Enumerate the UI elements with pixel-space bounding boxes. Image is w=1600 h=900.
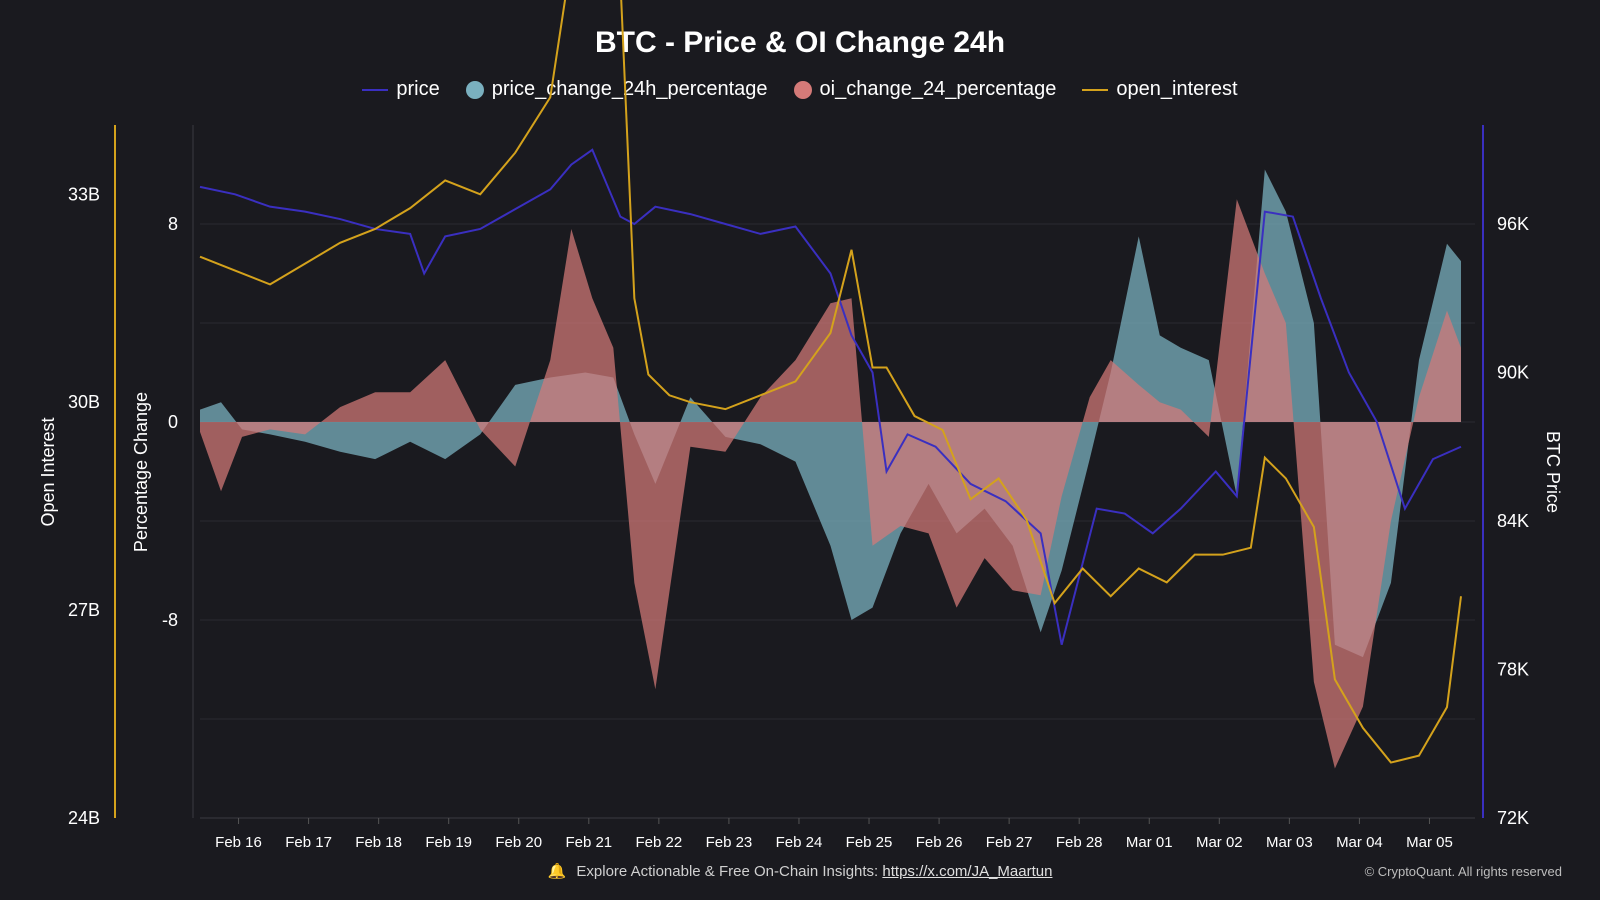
- chart-title: BTC - Price & OI Change 24h: [594, 26, 1006, 59]
- x-tick-label: Mar 04: [1336, 834, 1383, 851]
- axis-layer: 33B 30B 27B 24B 8 0 -8 96K 90K 84K 78K 72K Feb 16 Feb…: [38, 125, 1563, 851]
- percentage-tick-label: 0: [168, 412, 178, 432]
- x-tick-label: Mar 03: [1266, 834, 1313, 851]
- x-tick-label: Feb 27: [986, 834, 1033, 851]
- legend-label-open-interest: open_interest: [1116, 78, 1238, 100]
- x-tick-label: Mar 05: [1406, 834, 1453, 851]
- price-axis-title: BTC Price: [1543, 431, 1563, 513]
- x-tick-label: Feb 26: [916, 834, 963, 851]
- price-tick-label: 96K: [1497, 214, 1529, 234]
- open-interest-axis-title: Open Interest: [38, 417, 58, 526]
- oi-tick-label: 33B: [68, 184, 100, 204]
- x-tick-label: Feb 18: [355, 834, 402, 851]
- footer-text: Explore Actionable & Free On-Chain Insig…: [576, 863, 879, 880]
- footer: 🔔 Explore Actionable & Free On-Chain Ins…: [0, 862, 1600, 880]
- price-line: [199, 148, 1462, 645]
- oi-change-area: [200, 199, 1461, 769]
- oi-tick-label: 24B: [68, 808, 100, 828]
- x-tick-label: Feb 23: [706, 834, 753, 851]
- oi-change-dot-icon: [793, 80, 812, 99]
- legend-label-oi-change: oi_change_24_percentage: [819, 78, 1057, 100]
- oi-tick-label: 30B: [68, 392, 100, 412]
- price-change-dot-icon: [465, 80, 484, 99]
- legend-label-price: price: [396, 78, 440, 100]
- x-tick-label: Feb 24: [776, 834, 823, 851]
- price-line-swatch-icon: [362, 88, 389, 91]
- price-tick-label: 72K: [1497, 808, 1529, 828]
- x-tick-label: Mar 01: [1126, 834, 1173, 851]
- price-tick-label: 90K: [1497, 363, 1529, 383]
- price-change-area: [200, 169, 1461, 658]
- legend-item-oi-change[interactable]: oi_change_24_percentage: [793, 78, 1057, 101]
- x-tick-label: Feb 20: [495, 834, 542, 851]
- x-tick-label: Feb 22: [636, 834, 683, 851]
- copyright: © CryptoQuant. All rights reserved: [1364, 864, 1562, 879]
- x-tick-label: Feb 21: [565, 834, 612, 851]
- open-interest-line-swatch-icon: [1082, 88, 1109, 91]
- x-tick-label: Feb 19: [425, 834, 472, 851]
- area-layer: [200, 169, 1461, 769]
- oi-tick-label: 27B: [68, 600, 100, 620]
- percentage-axis-title: Percentage Change: [131, 392, 151, 552]
- x-tick-label: Feb 25: [846, 834, 893, 851]
- legend-item-price[interactable]: price: [362, 78, 440, 101]
- price-tick-label: 84K: [1497, 511, 1529, 531]
- legend-item-open-interest[interactable]: open_interest: [1082, 78, 1238, 101]
- x-tick-label: Feb 17: [285, 834, 332, 851]
- x-tick-label: Feb 28: [1056, 834, 1103, 851]
- legend-item-price-change[interactable]: price_change_24h_percentage: [465, 78, 768, 101]
- legend-label-price-change: price_change_24h_percentage: [491, 78, 768, 100]
- percentage-tick-label: -8: [162, 610, 178, 630]
- price-tick-label: 78K: [1497, 660, 1529, 680]
- legend: price price_change_24h_percentage oi_cha…: [0, 78, 1600, 101]
- percentage-tick-label: 8: [168, 214, 178, 234]
- x-tick-label: Feb 16: [215, 834, 262, 851]
- bell-icon: 🔔: [547, 863, 567, 880]
- open-interest-line: [199, 0, 1462, 764]
- x-tick-label: Mar 02: [1196, 834, 1243, 851]
- line-layer: [199, 0, 1462, 764]
- footer-link[interactable]: https://x.com/JA_Maartun: [882, 863, 1053, 880]
